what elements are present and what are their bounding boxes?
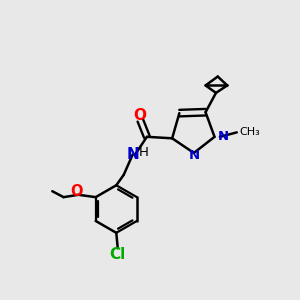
Text: N: N: [218, 130, 229, 143]
Text: H: H: [138, 146, 148, 159]
Text: CH₃: CH₃: [239, 128, 260, 137]
Text: Cl: Cl: [110, 247, 126, 262]
Text: O: O: [71, 184, 83, 199]
Text: N: N: [126, 147, 139, 162]
Text: O: O: [133, 108, 146, 123]
Text: N: N: [188, 149, 200, 162]
